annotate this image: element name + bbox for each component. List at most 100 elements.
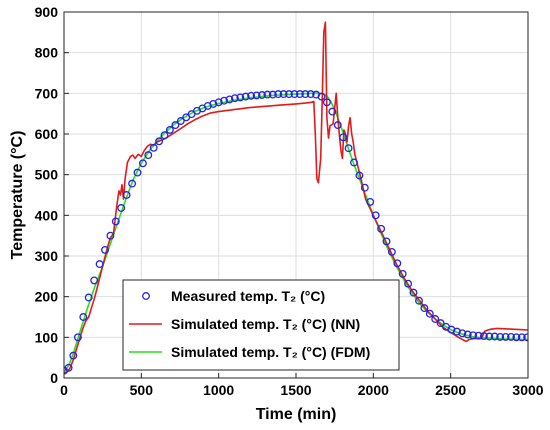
x-axis-label: Time (min)	[256, 406, 337, 423]
measured-point	[436, 319, 445, 328]
x-tick-labels: 0 500 1000 1500 2000 2500 3000	[60, 382, 544, 398]
measured-point	[398, 269, 407, 278]
measured-point	[458, 329, 467, 338]
measured-point	[90, 276, 99, 285]
measured-point	[230, 94, 239, 103]
measured-point	[252, 91, 261, 100]
measured-point	[306, 90, 315, 99]
measured-point	[366, 197, 375, 206]
measured-point	[355, 171, 364, 180]
measured-point	[209, 99, 218, 108]
measured-point	[79, 313, 88, 321]
measured-point	[117, 204, 126, 212]
measured-point	[517, 333, 526, 342]
measured-point	[350, 158, 358, 167]
y-tick-label: 300	[35, 248, 59, 264]
measured-point	[247, 91, 256, 100]
y-tick-label: 800	[35, 45, 59, 61]
measured-point	[339, 133, 348, 142]
measured-point	[360, 183, 369, 192]
legend-label-measured: Measured temp. T₂ (°C)	[171, 288, 325, 304]
y-tick-label: 600	[35, 126, 59, 142]
y-tick-labels: 0 100 200 300 400 500 600 700 800 900	[35, 4, 59, 386]
measured-point	[328, 107, 337, 116]
measured-point	[463, 330, 472, 339]
measured-point	[279, 90, 288, 99]
x-tick-label: 2000	[358, 382, 389, 398]
measured-point	[225, 95, 234, 104]
x-tick-label: 1000	[203, 382, 234, 398]
measured-point	[322, 98, 331, 107]
x-tick-label: 0	[60, 382, 68, 398]
x-tick-label: 1500	[280, 382, 311, 398]
measured-point	[122, 191, 131, 199]
axis-ticks	[63, 11, 529, 379]
measured-point	[149, 143, 158, 152]
x-tick-label: 3000	[512, 382, 543, 398]
measured-point	[301, 90, 310, 99]
measured-point	[404, 279, 413, 288]
measured-point	[415, 296, 423, 305]
measured-point	[382, 237, 391, 246]
y-tick-label: 400	[35, 207, 59, 223]
measured-point	[236, 93, 245, 102]
measured-point	[317, 92, 326, 101]
measured-point	[171, 121, 180, 130]
measured-point	[485, 332, 494, 341]
measured-point	[409, 288, 418, 297]
measured-point	[393, 259, 402, 268]
measured-point	[128, 179, 137, 188]
measured-point	[290, 90, 299, 99]
measured-point	[69, 351, 78, 360]
measured-point	[268, 90, 277, 99]
measured-point	[133, 168, 142, 177]
measured-point	[285, 90, 293, 99]
measured-point	[258, 91, 266, 99]
measured-point	[425, 309, 434, 318]
measured-point	[501, 332, 510, 341]
measured-point	[344, 144, 353, 153]
series-layer	[64, 21, 528, 375]
measured-point	[220, 96, 229, 105]
measured-point	[155, 137, 164, 146]
x-tick-label: 2500	[435, 382, 466, 398]
y-tick-label: 100	[35, 329, 59, 345]
legend-box	[122, 279, 400, 371]
measured-point	[507, 332, 515, 341]
measured-point	[138, 159, 147, 168]
measured-point	[263, 90, 272, 99]
measured-point	[431, 315, 440, 323]
measured-point	[295, 90, 304, 99]
measured-point	[333, 121, 342, 130]
measured-point	[274, 90, 283, 99]
measured-point	[73, 333, 82, 342]
measured-point	[420, 304, 429, 313]
measured-point	[111, 217, 120, 226]
measured-point	[371, 211, 380, 220]
measured-point	[214, 98, 223, 107]
measured-point	[523, 333, 528, 342]
y-tick-label: 500	[35, 167, 59, 183]
measured-point	[474, 331, 483, 340]
measured-point	[101, 245, 109, 254]
measured-point	[95, 260, 104, 269]
measured-point	[387, 247, 396, 256]
y-axis-label: Temperature (°C)	[9, 131, 26, 260]
measured-point	[64, 363, 73, 372]
measured-point	[377, 224, 386, 233]
legend: Measured temp. T₂ (°C) Simulated temp. T…	[122, 279, 400, 371]
measured-point	[84, 293, 93, 302]
legend-marker-measured	[142, 292, 150, 300]
measured-point	[160, 131, 169, 140]
y-tick-label: 700	[35, 85, 59, 101]
measured-point	[241, 92, 250, 101]
measured-point	[496, 332, 505, 341]
measured-point	[479, 332, 488, 341]
legend-label-fdm: Simulated temp. T₂ (°C) (FDM)	[171, 344, 370, 360]
x-tick-label: 500	[130, 382, 154, 398]
y-tick-label: 900	[35, 4, 59, 20]
measured-point	[512, 333, 521, 342]
measured-point	[106, 231, 115, 240]
measured-point	[452, 327, 461, 336]
